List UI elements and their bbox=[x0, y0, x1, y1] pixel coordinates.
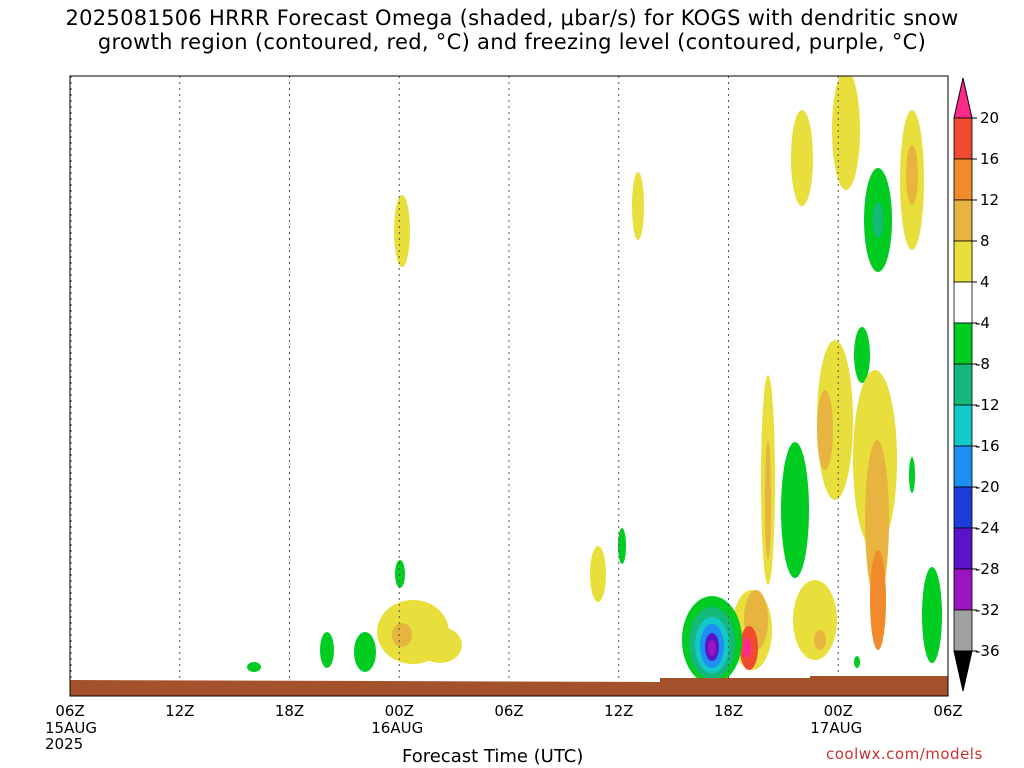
x-date-label: 16AUG bbox=[371, 720, 423, 736]
colorbar-segment bbox=[953, 117, 973, 160]
colorbar-level-label: -24 bbox=[975, 519, 1000, 537]
colorbar-level-label: -32 bbox=[975, 601, 1000, 619]
omega-blob bbox=[791, 110, 813, 206]
x-tick-label: 00Z bbox=[384, 702, 414, 720]
omega-blob bbox=[418, 627, 462, 663]
x-tick-label: 06Z bbox=[494, 702, 524, 720]
colorbar-level-label: 20 bbox=[980, 109, 1000, 127]
omega-blob bbox=[814, 630, 826, 650]
x-tick-label: 00Z bbox=[823, 702, 853, 720]
colorbar-segment bbox=[953, 404, 973, 447]
colorbar-top-arrow bbox=[953, 77, 973, 119]
omega-blob bbox=[873, 202, 883, 238]
colorbar-level-label: -20 bbox=[975, 478, 1000, 496]
credit-link[interactable]: coolwx.com/models bbox=[826, 745, 983, 763]
omega-blob bbox=[817, 390, 833, 470]
omega-blob bbox=[392, 623, 412, 647]
omega-blob bbox=[618, 528, 626, 564]
omega-blob bbox=[832, 76, 860, 190]
colorbar-segment bbox=[953, 363, 973, 406]
x-tick-label: 12Z bbox=[604, 702, 634, 720]
colorbar-bottom-arrow bbox=[953, 650, 973, 692]
omega-blob bbox=[781, 442, 809, 578]
colorbar-segment bbox=[953, 199, 973, 242]
x-date-label: 15AUG 2025 bbox=[45, 720, 97, 752]
x-axis-title: Forecast Time (UTC) bbox=[402, 746, 584, 767]
omega-blob bbox=[320, 632, 334, 668]
colorbar-level-label: -4 bbox=[975, 314, 990, 332]
colorbar-segment bbox=[953, 445, 973, 488]
chart-title: 2025081506 HRRR Forecast Omega (shaded, … bbox=[0, 6, 1024, 54]
x-tick-label: 06Z bbox=[55, 702, 85, 720]
colorbar-level-label: -28 bbox=[975, 560, 1000, 578]
grid-lines bbox=[70, 76, 839, 696]
omega-blob bbox=[854, 327, 870, 383]
x-date-label: 17AUG bbox=[810, 720, 862, 736]
omega-blob bbox=[922, 567, 942, 663]
omega-blob bbox=[870, 550, 886, 650]
omega-blob bbox=[909, 457, 915, 493]
colorbar-segment bbox=[953, 322, 973, 365]
omega-blob bbox=[865, 440, 889, 600]
x-tick-label: 06Z bbox=[933, 702, 963, 720]
x-date-label-line: 15AUG bbox=[45, 719, 97, 737]
omega-blob bbox=[395, 560, 405, 588]
colorbar-segment bbox=[953, 568, 973, 611]
x-date-label-line: 17AUG bbox=[810, 719, 863, 737]
omega-blob bbox=[394, 195, 410, 267]
omega-blob bbox=[765, 440, 771, 560]
colorbar-level-label: 8 bbox=[980, 232, 990, 250]
omega-blob bbox=[354, 632, 376, 672]
colorbar-level-label: -16 bbox=[975, 437, 1000, 455]
colorbar-segment bbox=[953, 158, 973, 201]
colorbar-level-label: 16 bbox=[980, 150, 1000, 168]
colorbar-segment bbox=[953, 527, 973, 570]
colorbar-level-label: 12 bbox=[980, 191, 1000, 209]
omega-blob bbox=[906, 145, 918, 205]
omega-blob bbox=[854, 656, 860, 668]
x-tick-label: 12Z bbox=[165, 702, 195, 720]
colorbar-level-label: -36 bbox=[975, 642, 1000, 660]
plot-frame bbox=[69, 75, 949, 697]
x-date-label-line: 2025 bbox=[45, 735, 84, 753]
ground-fill bbox=[70, 676, 948, 696]
omega-blob bbox=[247, 662, 261, 672]
colorbar bbox=[953, 77, 977, 692]
omega-blob bbox=[743, 638, 751, 658]
x-tick-label: 18Z bbox=[274, 702, 305, 720]
colorbar-segment bbox=[953, 240, 973, 283]
colorbar-segment bbox=[953, 281, 973, 324]
omega-shading bbox=[247, 76, 942, 684]
omega-blob bbox=[793, 580, 837, 660]
x-tick-label: 18Z bbox=[713, 702, 744, 720]
omega-blob bbox=[590, 546, 606, 602]
colorbar-level-label: 4 bbox=[980, 273, 990, 291]
colorbar-level-label: -8 bbox=[975, 355, 990, 373]
title-line-2: growth region (contoured, red, °C) and f… bbox=[97, 30, 927, 54]
omega-blob bbox=[708, 640, 716, 656]
omega-blob bbox=[632, 172, 644, 240]
ground-terrain bbox=[70, 676, 948, 696]
colorbar-level-label: -12 bbox=[975, 396, 1000, 414]
x-date-label-line: 16AUG bbox=[371, 719, 424, 737]
title-line-1: 2025081506 HRRR Forecast Omega (shaded, … bbox=[65, 6, 959, 30]
colorbar-segment bbox=[953, 609, 973, 652]
colorbar-segment bbox=[953, 486, 973, 529]
